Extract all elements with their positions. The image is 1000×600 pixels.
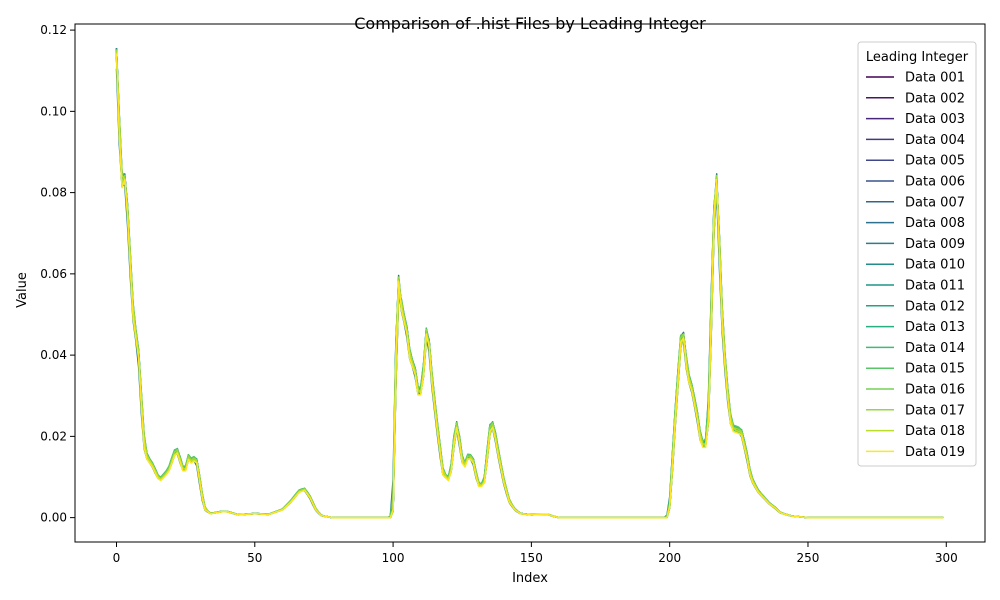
- legend-label: Data 012: [905, 299, 965, 314]
- legend-label: Data 004: [905, 133, 965, 148]
- series-line-19: [115, 53, 944, 519]
- legend-label: Data 014: [905, 341, 965, 356]
- series-line-13: [115, 52, 944, 519]
- series-line-16: [115, 52, 944, 519]
- x-tick-label: 150: [520, 551, 543, 565]
- legend-label: Data 019: [905, 445, 965, 460]
- series-line-10: [115, 49, 944, 519]
- legend-label: Data 015: [905, 362, 965, 377]
- legend-title: Leading Integer: [866, 50, 969, 65]
- legend-label: Data 010: [905, 258, 965, 273]
- x-tick-label: 100: [382, 551, 405, 565]
- x-tick-label: 300: [935, 551, 958, 565]
- series-line-12: [115, 55, 944, 519]
- series-line-14: [115, 48, 944, 519]
- legend-label: Data 011: [905, 279, 965, 294]
- series-line-8: [115, 47, 944, 519]
- legend-label: Data 003: [905, 112, 965, 127]
- series-line-18: [115, 51, 944, 519]
- y-tick-label: 0.06: [40, 267, 67, 281]
- y-tick-label: 0.08: [40, 186, 67, 200]
- legend-label: Data 006: [905, 175, 965, 190]
- legend-label: Data 007: [905, 195, 965, 210]
- series-line-5: [115, 52, 944, 519]
- legend-label: Data 017: [905, 403, 965, 418]
- series-line-1: [115, 50, 944, 519]
- plot-area: [115, 47, 944, 519]
- series-line-11: [115, 50, 944, 519]
- series-line-7: [115, 51, 944, 519]
- y-tick-label: 0.02: [40, 429, 67, 443]
- series-line-9: [115, 68, 944, 519]
- series-line-2: [115, 48, 944, 519]
- x-tick-label: 250: [797, 551, 820, 565]
- x-tick-label: 50: [247, 551, 262, 565]
- legend-label: Data 018: [905, 424, 965, 439]
- y-tick-label: 0.10: [40, 104, 67, 118]
- y-axis-label: Value: [15, 272, 30, 308]
- plot-frame: [74, 23, 986, 543]
- legend-label: Data 009: [905, 237, 965, 252]
- x-tick-label: 0: [113, 551, 121, 565]
- legend: Leading Integer Data 001 Data 002 Data 003…: [857, 41, 977, 467]
- legend-label: Data 005: [905, 154, 965, 169]
- legend-frame: [857, 41, 977, 467]
- y-axis-ticks: 0.00 0.02 0.04 0.06 0.08 0.10 0.12: [40, 23, 75, 525]
- x-axis-label: Index: [512, 571, 548, 586]
- x-tick-label: 200: [658, 551, 681, 565]
- legend-label: Data 002: [905, 91, 965, 106]
- legend-label: Data 001: [905, 71, 965, 86]
- legend-label: Data 016: [905, 383, 965, 398]
- series-line-4: [115, 48, 944, 519]
- legend-label: Data 008: [905, 216, 965, 231]
- y-tick-label: 0.00: [40, 511, 67, 525]
- series-line-3: [115, 51, 944, 519]
- series-line-17: [115, 49, 944, 519]
- y-tick-label: 0.12: [40, 23, 67, 37]
- series-line-6: [115, 57, 944, 519]
- x-axis-ticks: 0 50 100 150 200 250 300: [113, 542, 958, 565]
- y-tick-label: 0.04: [40, 348, 67, 362]
- series-line-15: [115, 55, 944, 519]
- legend-label: Data 013: [905, 320, 965, 335]
